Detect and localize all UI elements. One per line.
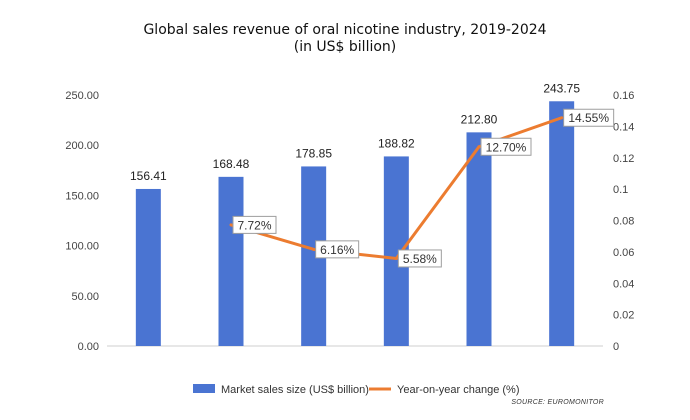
y-left-tick-label: 200.00 [65, 140, 99, 152]
y-left-tick-label: 150.00 [65, 190, 99, 202]
bar-2024 [549, 101, 575, 347]
bar-value-label: 243.75 [543, 81, 580, 95]
yoy-point-2024 [560, 116, 564, 120]
yoy-label-box [480, 137, 532, 156]
y-left-tick-label: 100.00 [65, 241, 99, 253]
y-right-tick-label: 0.14 [613, 121, 634, 133]
legend-label: Year-on-year change (%) [397, 384, 520, 396]
yoy-point-2020 [229, 223, 233, 227]
y-right-tick-label: 0.06 [613, 247, 634, 259]
bar-2020 [218, 176, 244, 346]
y-right-tick-label: 0 [613, 341, 619, 353]
yoy-label-box [315, 240, 360, 259]
y-right-tick-label: 0.08 [613, 216, 634, 228]
yoy-point-2021 [312, 247, 316, 251]
legend-label: Market sales size (US$ billion) [221, 384, 369, 396]
chart-title: Global sales revenue of oral nicotine in… [143, 22, 547, 38]
y-left-tick-label: 250.00 [65, 90, 99, 102]
yoy-label-box [563, 108, 615, 127]
yoy-point-2023 [477, 145, 481, 149]
legend-swatch-bars [193, 384, 215, 393]
bar-value-label: 168.48 [213, 157, 250, 171]
yoy-label-box [397, 249, 442, 268]
y-right-tick-label: 0.04 [613, 278, 634, 290]
yoy-value-label: 12.70% [486, 140, 527, 154]
yoy-label-box [232, 215, 277, 234]
y-right-tick-label: 0.1 [613, 184, 628, 196]
y-right-tick-label: 0.16 [613, 90, 634, 102]
yoy-value-label: 6.16% [320, 243, 354, 257]
yoy-point-2022 [394, 256, 398, 260]
y-right-tick-label: 0.12 [613, 153, 634, 165]
source-note: SOURCE: EUROMONITOR [511, 399, 604, 406]
bar-2023 [466, 132, 492, 346]
yoy-value-label: 14.55% [568, 111, 609, 125]
yoy-value-label: 7.72% [237, 218, 271, 232]
bar-2019 [135, 188, 161, 346]
y-right-tick-label: 0.02 [613, 310, 634, 322]
bar-value-label: 188.82 [378, 136, 415, 150]
bar-value-label: 212.80 [461, 112, 498, 126]
bar-value-label: 156.41 [130, 169, 167, 183]
y-left-tick-label: 0.00 [78, 341, 99, 353]
yoy-value-label: 5.58% [403, 252, 437, 266]
chart-subtitle: (in US$ billion) [293, 39, 397, 55]
y-left-tick-label: 50.00 [71, 291, 99, 303]
bar-value-label: 178.85 [295, 146, 332, 160]
